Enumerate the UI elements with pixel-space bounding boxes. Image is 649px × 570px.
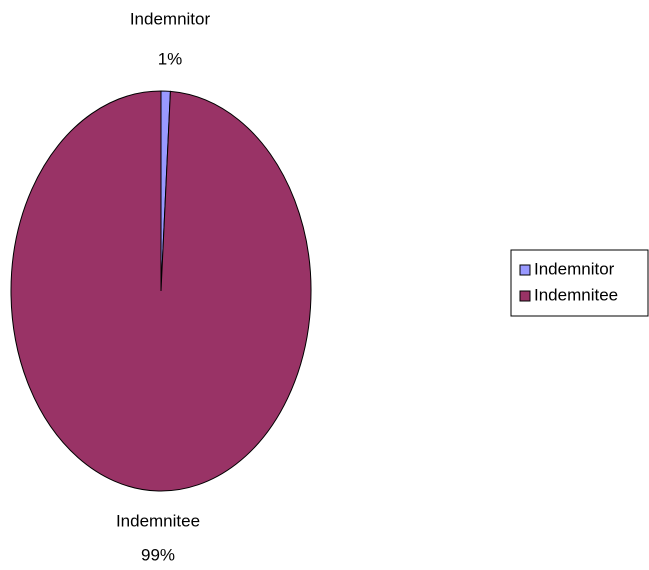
slice-label: Indemnitor: [130, 9, 211, 28]
legend-box: [510, 249, 649, 317]
legend-label: Indemnitor: [534, 259, 615, 278]
slice-label: Indemnitee: [116, 511, 200, 530]
legend-swatch: [519, 264, 531, 276]
legend-label: Indemnitee: [534, 285, 618, 304]
slice-value-label: 99%: [141, 545, 175, 564]
slice-value-label: 1%: [158, 49, 183, 68]
legend-swatch: [519, 290, 531, 302]
pie-slice: [10, 90, 312, 492]
